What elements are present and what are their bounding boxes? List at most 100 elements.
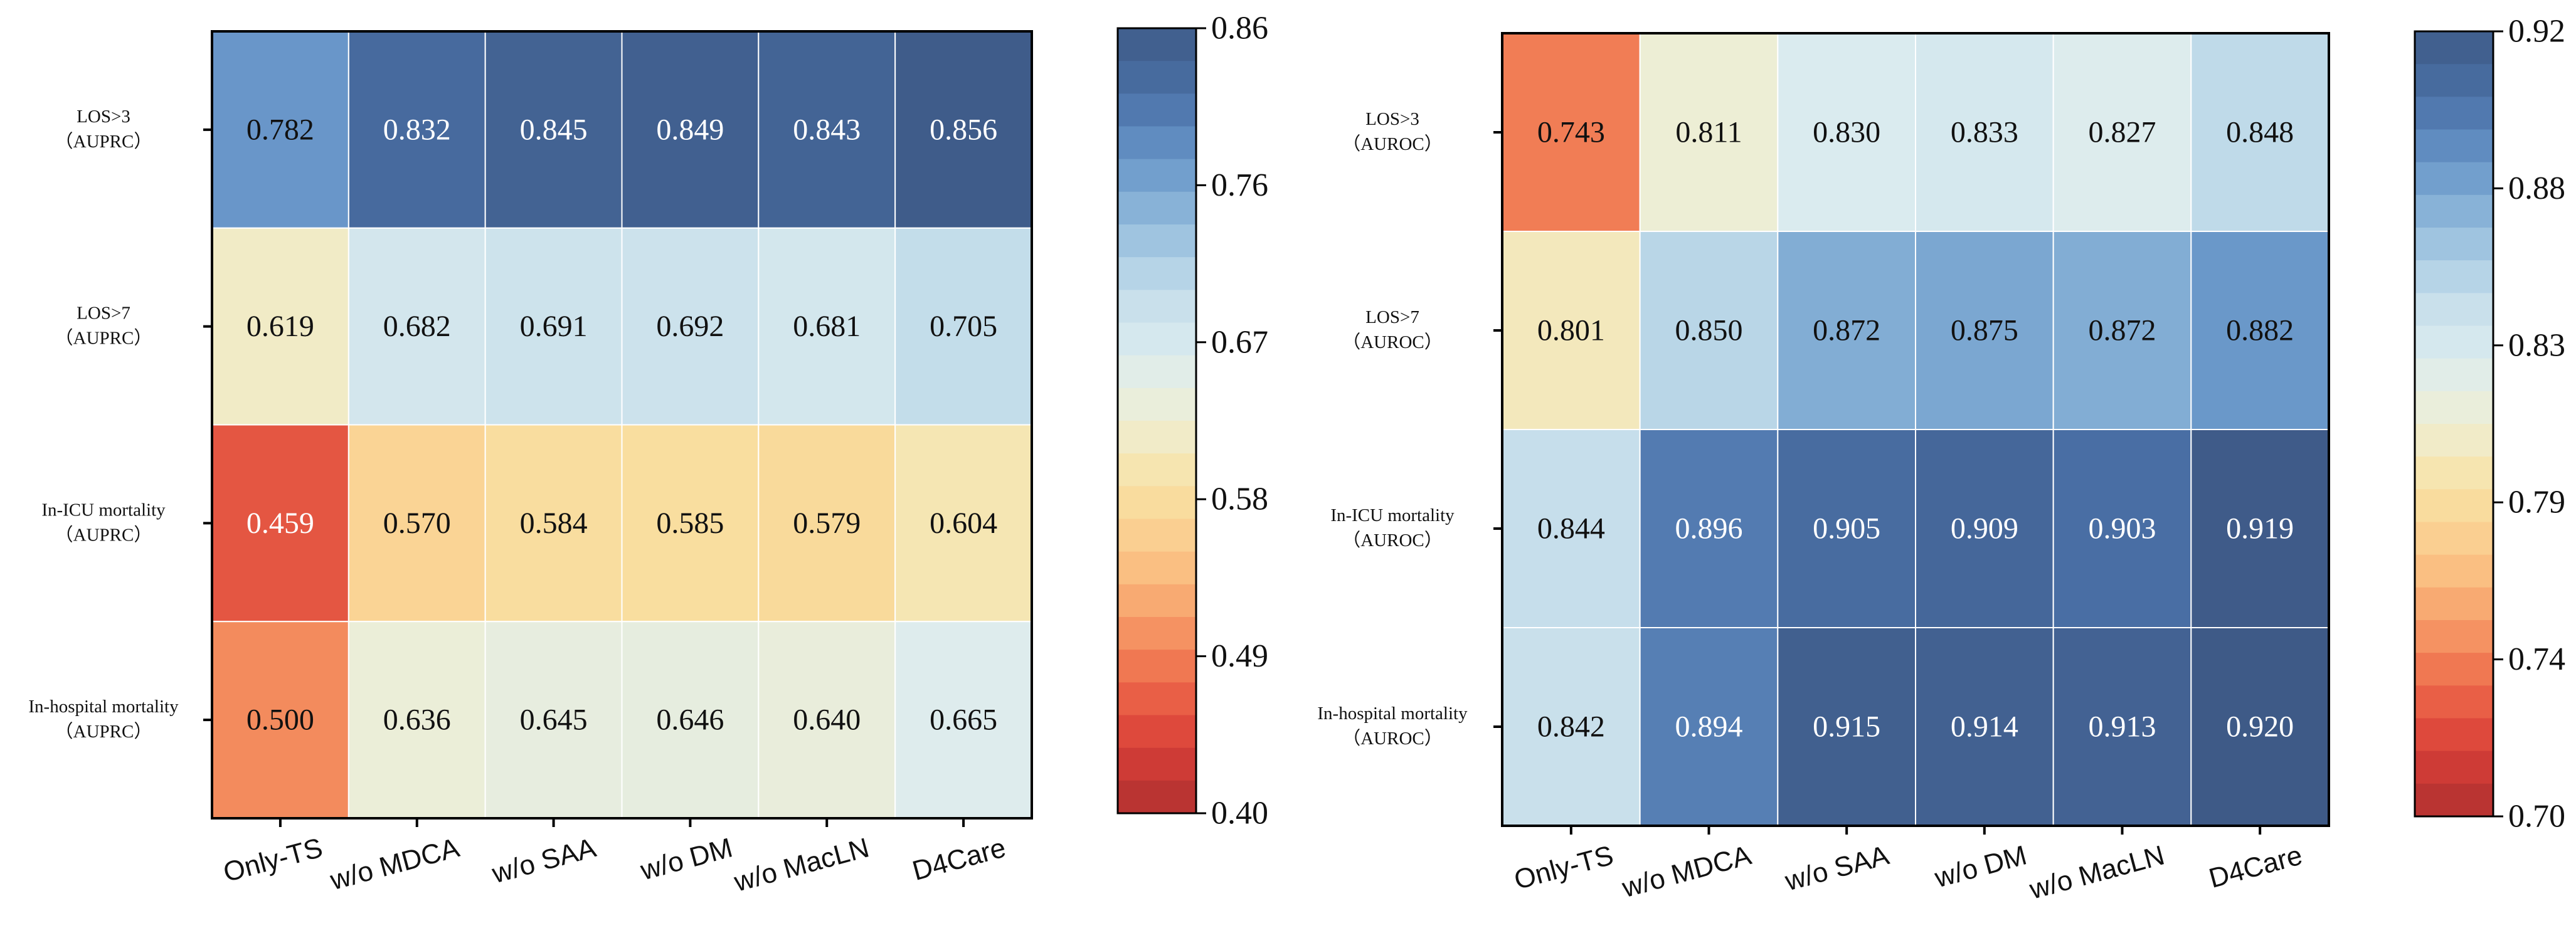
- colorbar-band: [2415, 293, 2493, 326]
- cell-value-label: 0.903: [2089, 512, 2156, 546]
- cell-value-label: 0.914: [1951, 710, 2018, 744]
- cell-value-label: 0.811: [1675, 116, 1742, 149]
- heatmap-cell: [621, 227, 760, 426]
- cell-value-label: 0.909: [1951, 512, 2018, 546]
- heatmap-cell: [347, 424, 486, 623]
- colorbar-band: [2415, 64, 2493, 97]
- colorbar-band: [1118, 584, 1196, 618]
- cell-value-label: 0.833: [1951, 116, 2018, 149]
- colorbar-tick-label: 0.76: [1211, 167, 1268, 203]
- colorbar-band: [2415, 620, 2493, 653]
- x-tick-label: D4Care: [2206, 840, 2306, 894]
- cell-value-label: 0.843: [793, 113, 861, 146]
- cell-value-label: 0.604: [930, 507, 997, 540]
- colorbar-tick-label: 0.79: [2508, 485, 2565, 520]
- y-tick-label: In-hospital mortality: [1317, 704, 1468, 724]
- heatmap-cell: [2190, 429, 2330, 628]
- heatmap-panel-2: 0.743 0.811 0.830 0.833 0.827 0.848 0.801 0.850…: [1317, 14, 2565, 905]
- colorbar-tick-label: 0.67: [1211, 324, 1268, 360]
- cell-value-label: 0.500: [246, 704, 314, 737]
- cell-value-label: 0.459: [246, 507, 314, 540]
- x-tick-label: Only-TS: [1511, 840, 1617, 895]
- colorbar-band: [1118, 224, 1196, 258]
- colorbar-tick-label: 0.92: [2508, 14, 2565, 50]
- colorbar-tick-label: 0.58: [1211, 482, 1268, 517]
- colorbar-band: [2415, 653, 2493, 686]
- colorbar-band: [1118, 780, 1196, 814]
- cell-value-label: 0.584: [520, 507, 588, 540]
- cell-value-label: 0.579: [793, 507, 861, 540]
- heatmap-cell: [2052, 231, 2192, 430]
- heatmap-cell: [1777, 33, 1916, 232]
- cell-value-label: 0.782: [246, 113, 314, 146]
- cell-value-label: 0.905: [1813, 512, 1880, 546]
- x-tick-label: D4Care: [909, 832, 1009, 887]
- y-tick-sublabel: （AUROC）: [1342, 134, 1443, 154]
- heatmap-cell: [484, 424, 623, 623]
- colorbar-band: [1118, 290, 1196, 323]
- heatmap-cell: [347, 227, 486, 426]
- cell-value-label: 0.856: [930, 113, 997, 146]
- colorbar-band: [1118, 486, 1196, 519]
- colorbar-frame: [1116, 27, 1197, 814]
- colorbar-band: [1118, 519, 1196, 552]
- heatmap-frame: [1501, 32, 2330, 827]
- y-tick-sublabel: （AUPRC）: [55, 329, 152, 349]
- heatmap-cell: [1639, 231, 1779, 430]
- heatmap-frame: [211, 30, 1033, 820]
- cell-value-label: 0.640: [793, 704, 861, 737]
- heatmap-cell: [2190, 231, 2330, 430]
- colorbar-band: [2415, 783, 2493, 817]
- y-tick-sublabel: （AUPRC）: [55, 132, 152, 152]
- heatmap-cell: [2052, 429, 2192, 628]
- colorbar-band: [1118, 159, 1196, 192]
- x-tick-label: w/o MDCA: [327, 832, 463, 896]
- cell-value-label: 0.849: [656, 113, 724, 146]
- colorbar-band: [2415, 685, 2493, 719]
- cell-value-label: 0.919: [2226, 512, 2294, 546]
- colorbar-band: [2415, 97, 2493, 130]
- cell-value-label: 0.894: [1675, 710, 1743, 744]
- cell-value-label: 0.920: [2226, 710, 2294, 744]
- colorbar-tick-label: 0.70: [2508, 799, 2565, 835]
- colorbar-band: [1118, 747, 1196, 781]
- colorbar-tick-label: 0.83: [2508, 327, 2565, 363]
- heatmap-cell: [621, 424, 760, 623]
- cell-value-label: 0.875: [1951, 314, 2018, 347]
- cell-value-label: 0.832: [383, 113, 451, 146]
- y-tick-sublabel: （AUROC）: [1342, 729, 1443, 749]
- heatmap-panel-1: 0.782 0.832 0.845 0.849 0.843 0.856 0.619 0.682…: [28, 11, 1268, 898]
- y-tick-label: LOS>3: [1365, 109, 1419, 129]
- cell-value-label: 0.827: [2089, 116, 2156, 149]
- colorbar-band: [1118, 421, 1196, 454]
- y-tick-sublabel: （AUROC）: [1342, 332, 1443, 352]
- y-tick-sublabel: （AUROC）: [1342, 530, 1443, 551]
- heatmap-cell: [1639, 429, 1779, 628]
- cell-value-label: 0.848: [2226, 116, 2294, 149]
- heatmap-cell: [1915, 429, 2054, 628]
- heatmap-cell: [1639, 627, 1779, 826]
- colorbar-band: [2415, 554, 2493, 588]
- y-tick-label: LOS>3: [77, 107, 130, 127]
- colorbar-band: [1118, 453, 1196, 487]
- colorbar-band: [2415, 718, 2493, 752]
- heatmap-cell: [1502, 33, 1641, 232]
- x-tick-label: w/o MacLN: [2026, 840, 2168, 905]
- cell-value-label: 0.691: [520, 310, 588, 343]
- heatmap-cell: [1915, 33, 2054, 232]
- colorbar-band: [1118, 650, 1196, 683]
- heatmap-cell: [484, 621, 623, 819]
- y-tick-sublabel: （AUPRC）: [55, 525, 152, 545]
- colorbar-band: [1118, 61, 1196, 94]
- y-tick-sublabel: （AUPRC）: [55, 722, 152, 742]
- cell-value-label: 0.842: [1537, 710, 1605, 744]
- colorbar-tick-label: 0.49: [1211, 638, 1268, 674]
- heatmap-cell: [1502, 231, 1641, 430]
- colorbar-band: [2415, 129, 2493, 163]
- x-tick-label: w/o SAA: [1781, 840, 1892, 897]
- colorbar-band: [2415, 162, 2493, 196]
- colorbar-band: [2415, 489, 2493, 522]
- x-tick-label: Only-TS: [220, 832, 326, 888]
